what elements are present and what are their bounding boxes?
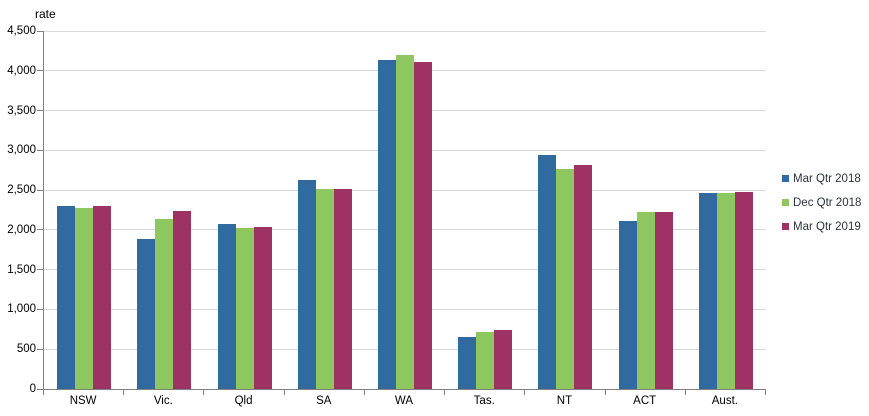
bar xyxy=(377,60,396,389)
legend-swatch xyxy=(782,175,789,182)
y-tick-mark xyxy=(37,30,43,32)
x-tick-label: SA xyxy=(316,395,332,407)
bar xyxy=(654,211,673,389)
legend-item: Dec Qtr 2018 xyxy=(782,196,861,209)
y-tick-mark xyxy=(37,110,43,112)
bar xyxy=(574,164,593,389)
legend-item: Mar Qtr 2019 xyxy=(782,220,861,233)
bar xyxy=(734,191,753,389)
bar xyxy=(75,207,94,389)
legend-label: Mar Qtr 2018 xyxy=(793,172,861,185)
x-tick-label: NT xyxy=(556,395,573,407)
x-tick-label: Vic. xyxy=(153,395,173,407)
x-tick-label: Qld xyxy=(234,395,253,407)
y-tick-label: 500 xyxy=(16,343,36,356)
legend-label: Dec Qtr 2018 xyxy=(793,196,862,209)
y-tick-label: 0 xyxy=(29,383,36,395)
bar xyxy=(538,155,557,389)
bar-group xyxy=(525,31,605,389)
bar xyxy=(716,192,735,389)
y-tick-label: 4,500 xyxy=(7,25,36,37)
bar-group xyxy=(124,31,204,389)
bar xyxy=(636,211,655,389)
bar xyxy=(556,169,575,389)
y-tick-label: 1,500 xyxy=(7,263,36,276)
y-tick-label: 1,000 xyxy=(7,303,36,316)
y-tick-label: 3,500 xyxy=(7,104,36,117)
x-tick-mark xyxy=(765,390,766,395)
x-tick-mark xyxy=(43,390,44,395)
y-tick-mark xyxy=(37,269,43,271)
x-tick-mark xyxy=(604,390,606,395)
bar-group xyxy=(445,31,525,389)
bar xyxy=(494,330,513,389)
x-tick-mark xyxy=(444,390,446,395)
bar-group xyxy=(44,31,124,389)
bar-group xyxy=(285,31,365,389)
bar xyxy=(698,192,717,389)
y-tick-mark xyxy=(37,348,43,350)
bar xyxy=(217,223,236,389)
y-tick-label: 2,000 xyxy=(7,223,36,236)
bar xyxy=(235,228,254,389)
bar-group xyxy=(204,31,284,389)
legend-item: Mar Qtr 2018 xyxy=(782,172,861,185)
x-tick-label: NSW xyxy=(69,395,97,407)
bar xyxy=(476,331,495,389)
y-tick-label: 4,000 xyxy=(7,64,36,77)
bar xyxy=(395,54,414,389)
plot-area xyxy=(43,30,766,390)
legend-swatch xyxy=(782,223,789,230)
x-tick-mark xyxy=(203,390,205,395)
bar-group xyxy=(606,31,686,389)
bar-group xyxy=(686,31,766,389)
y-tick-mark xyxy=(37,388,43,390)
y-tick-mark xyxy=(37,149,43,151)
y-tick-mark xyxy=(37,189,43,191)
y-tick-label: 3,000 xyxy=(7,144,36,157)
bar xyxy=(155,218,174,389)
bar xyxy=(315,189,334,389)
x-tick-mark xyxy=(283,390,285,395)
y-tick-mark xyxy=(37,70,43,72)
y-tick-mark xyxy=(37,308,43,310)
bar xyxy=(413,62,432,389)
x-tick-label: Tas. xyxy=(473,395,495,407)
gridline xyxy=(44,30,766,32)
legend: Mar Qtr 2018 Dec Qtr 2018 Mar Qtr 2019 xyxy=(782,172,861,244)
bar xyxy=(618,221,637,389)
x-tick-mark xyxy=(684,390,686,395)
x-tick-mark xyxy=(524,390,526,395)
y-tick-mark xyxy=(37,229,43,231)
legend-swatch xyxy=(782,199,789,206)
bar xyxy=(93,206,112,389)
y-axis-title: rate xyxy=(35,7,56,21)
x-tick-mark xyxy=(363,390,365,395)
legend-label: Mar Qtr 2019 xyxy=(793,220,861,233)
x-tick-label: Aust. xyxy=(711,395,738,407)
bar xyxy=(57,206,76,389)
bar xyxy=(173,210,192,389)
x-tick-label: ACT xyxy=(633,395,657,407)
bar xyxy=(137,239,156,389)
bar xyxy=(253,226,272,389)
y-tick-label: 2,500 xyxy=(7,184,36,197)
bar xyxy=(297,179,316,389)
x-tick-label: WA xyxy=(394,395,414,407)
bar xyxy=(333,189,352,389)
bar xyxy=(458,337,477,389)
bar-group xyxy=(365,31,445,389)
x-tick-mark xyxy=(123,390,125,395)
